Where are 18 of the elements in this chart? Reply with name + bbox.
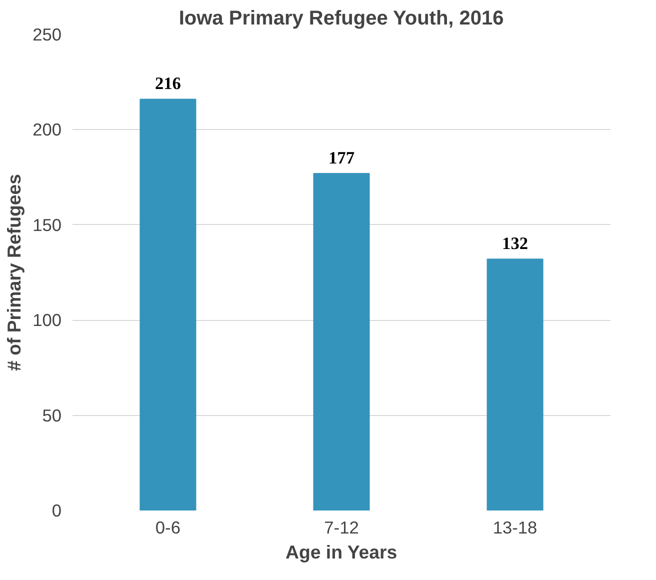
data-label: 132	[502, 234, 528, 254]
bar	[313, 172, 370, 510]
data-label: 216	[154, 74, 182, 94]
x-tick-label: 13-18	[492, 518, 538, 538]
x-tick-label: 7-12	[324, 518, 359, 538]
x-tick-label: 0-6	[155, 518, 180, 538]
y-tick-label: 150	[32, 214, 62, 235]
y-tick-label: 250	[32, 24, 62, 44]
y-tick-label: 200	[32, 120, 62, 140]
data-label: 177	[328, 148, 355, 168]
y-axis-title: # of Primary Refugees	[4, 174, 25, 371]
bar	[486, 258, 544, 510]
y-tick-label: 100	[32, 310, 62, 330]
x-axis-title: Age in Years	[286, 542, 398, 562]
y-tick-label: 50	[42, 405, 62, 426]
bar	[140, 98, 196, 510]
chart-title: Iowa Primary Refugee Youth, 2016	[178, 8, 504, 30]
y-tick-label: 0	[52, 500, 62, 520]
